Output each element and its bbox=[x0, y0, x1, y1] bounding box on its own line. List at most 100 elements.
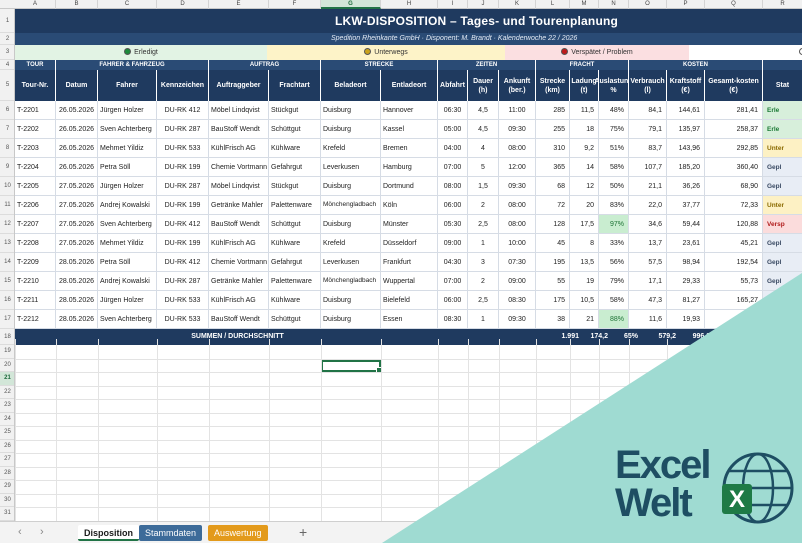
column-title-14[interactable]: Verbrauch (l) bbox=[629, 70, 667, 101]
table-cell[interactable]: 4,5 bbox=[468, 101, 499, 120]
status-badge[interactable]: Gepl bbox=[763, 253, 802, 272]
add-sheet-button[interactable]: + bbox=[299, 524, 308, 540]
table-cell[interactable]: Leverkusen bbox=[321, 253, 381, 272]
row-header-7[interactable]: 7 bbox=[0, 120, 14, 139]
table-cell[interactable]: Jürgen Holzer bbox=[98, 177, 157, 196]
table-cell[interactable]: Chemie Vortmann bbox=[209, 158, 269, 177]
active-cell-cursor[interactable] bbox=[321, 360, 383, 374]
table-cell[interactable]: Düsseldorf bbox=[381, 234, 438, 253]
row-header-8[interactable]: 8 bbox=[0, 139, 14, 158]
column-title-3[interactable]: Kennzeichen bbox=[157, 70, 209, 101]
table-cell[interactable]: Sven Achterberg bbox=[98, 215, 157, 234]
table-cell[interactable]: Jürgen Holzer bbox=[98, 291, 157, 310]
table-cell[interactable]: T-2210 bbox=[15, 272, 56, 291]
table-cell[interactable]: Stückgut bbox=[269, 177, 321, 196]
table-cell[interactable]: 56% bbox=[599, 253, 629, 272]
table-cell[interactable]: 68,90 bbox=[705, 177, 763, 196]
table-cell[interactable]: Schüttgut bbox=[269, 310, 321, 329]
row-header-25[interactable]: 25 bbox=[0, 426, 14, 440]
row-header-29[interactable]: 29 bbox=[0, 480, 14, 494]
table-cell[interactable]: DU-RK 287 bbox=[157, 120, 209, 139]
row-header-19[interactable]: 19 bbox=[0, 345, 14, 359]
table-cell[interactable]: Mehmet Yildiz bbox=[98, 234, 157, 253]
table-cell[interactable]: 45 bbox=[536, 234, 570, 253]
table-cell[interactable]: 28.05.2026 bbox=[56, 291, 98, 310]
table-cell[interactable]: 18 bbox=[570, 120, 599, 139]
table-cell[interactable]: DU-RK 412 bbox=[157, 101, 209, 120]
table-cell[interactable]: Sven Achterberg bbox=[98, 310, 157, 329]
column-title-15[interactable]: Kraftstoff (€) bbox=[667, 70, 705, 101]
column-header-h[interactable]: H bbox=[381, 0, 438, 9]
table-cell[interactable]: 72 bbox=[536, 196, 570, 215]
status-badge[interactable]: Unter bbox=[763, 196, 802, 215]
table-cell[interactable]: 20 bbox=[570, 196, 599, 215]
table-cell[interactable]: Duisburg bbox=[321, 310, 381, 329]
table-cell[interactable]: 13,5 bbox=[570, 253, 599, 272]
table-cell[interactable]: 185,20 bbox=[667, 158, 705, 177]
table-cell[interactable]: Duisburg bbox=[321, 120, 381, 139]
table-cell[interactable]: 11,5 bbox=[570, 101, 599, 120]
table-cell[interactable]: Kühlware bbox=[269, 291, 321, 310]
column-header-n[interactable]: N bbox=[599, 0, 629, 9]
tab-stammdaten[interactable]: Stammdaten bbox=[139, 525, 203, 541]
table-cell[interactable]: Getränke Mahler bbox=[209, 272, 269, 291]
table-cell[interactable]: 12 bbox=[570, 177, 599, 196]
table-cell[interactable]: 144,61 bbox=[667, 101, 705, 120]
table-cell[interactable]: 120,88 bbox=[705, 215, 763, 234]
table-cell[interactable]: 84,1 bbox=[629, 101, 667, 120]
table-cell[interactable]: Mönchengladbach bbox=[321, 272, 381, 291]
row-header-5[interactable]: 5 bbox=[0, 70, 14, 101]
column-header-b[interactable]: B bbox=[56, 0, 98, 9]
table-cell[interactable]: 23,61 bbox=[667, 234, 705, 253]
table-cell[interactable]: 1,5 bbox=[468, 177, 499, 196]
table-cell[interactable]: 83% bbox=[599, 196, 629, 215]
status-badge[interactable]: Erle bbox=[763, 120, 802, 139]
row-header-16[interactable]: 16 bbox=[0, 291, 14, 310]
table-cell[interactable]: KühlFrisch AG bbox=[209, 291, 269, 310]
table-cell[interactable]: T-2209 bbox=[15, 253, 56, 272]
column-header-r[interactable]: R bbox=[763, 0, 802, 9]
row-header-26[interactable]: 26 bbox=[0, 440, 14, 453]
table-cell[interactable]: 143,96 bbox=[667, 139, 705, 158]
table-cell[interactable]: 36,26 bbox=[667, 177, 705, 196]
column-title-9[interactable]: Dauer (h) bbox=[468, 70, 499, 101]
table-cell[interactable]: Palettenware bbox=[269, 196, 321, 215]
table-cell[interactable]: 51% bbox=[599, 139, 629, 158]
row-header-31[interactable]: 31 bbox=[0, 507, 14, 521]
table-cell[interactable]: 05:30 bbox=[438, 215, 468, 234]
table-cell[interactable]: DU-RK 199 bbox=[157, 234, 209, 253]
table-cell[interactable]: Kühlware bbox=[269, 139, 321, 158]
table-cell[interactable]: Möbel Lindqvist bbox=[209, 101, 269, 120]
table-cell[interactable]: 07:00 bbox=[438, 158, 468, 177]
status-badge[interactable]: Gepl bbox=[763, 177, 802, 196]
table-cell[interactable]: 50% bbox=[599, 177, 629, 196]
table-cell[interactable]: 08:00 bbox=[499, 139, 536, 158]
table-cell[interactable]: T-2203 bbox=[15, 139, 56, 158]
column-title-16[interactable]: Gesamt-kosten (€) bbox=[705, 70, 763, 101]
row-header-15[interactable]: 15 bbox=[0, 272, 14, 291]
column-header-a[interactable]: A bbox=[15, 0, 56, 9]
column-header-g[interactable]: G bbox=[321, 0, 381, 9]
table-cell[interactable]: 128 bbox=[536, 215, 570, 234]
table-cell[interactable]: DU-RK 287 bbox=[157, 272, 209, 291]
column-header-c[interactable]: C bbox=[98, 0, 157, 9]
table-cell[interactable]: 06:00 bbox=[438, 196, 468, 215]
row-header-4[interactable]: 4 bbox=[0, 60, 14, 70]
table-cell[interactable]: Schüttgut bbox=[269, 120, 321, 139]
table-cell[interactable]: 3 bbox=[468, 253, 499, 272]
table-cell[interactable]: DU-RK 412 bbox=[157, 253, 209, 272]
table-cell[interactable]: Duisburg bbox=[321, 177, 381, 196]
column-title-10[interactable]: Ankunft (ber.) bbox=[499, 70, 536, 101]
table-cell[interactable]: KühlFrisch AG bbox=[209, 234, 269, 253]
table-cell[interactable]: Bremen bbox=[381, 139, 438, 158]
table-cell[interactable]: 28.05.2026 bbox=[56, 310, 98, 329]
column-header-i[interactable]: I bbox=[438, 0, 468, 9]
table-cell[interactable]: 34,6 bbox=[629, 215, 667, 234]
table-cell[interactable]: 59,44 bbox=[667, 215, 705, 234]
tab-auswertung[interactable]: Auswertung bbox=[208, 525, 268, 541]
table-cell[interactable]: 27.05.2026 bbox=[56, 234, 98, 253]
table-cell[interactable]: DU-RK 412 bbox=[157, 215, 209, 234]
table-cell[interactable]: 08:00 bbox=[499, 215, 536, 234]
column-title-7[interactable]: Entladeort bbox=[381, 70, 438, 101]
table-cell[interactable]: Gefahrgut bbox=[269, 158, 321, 177]
